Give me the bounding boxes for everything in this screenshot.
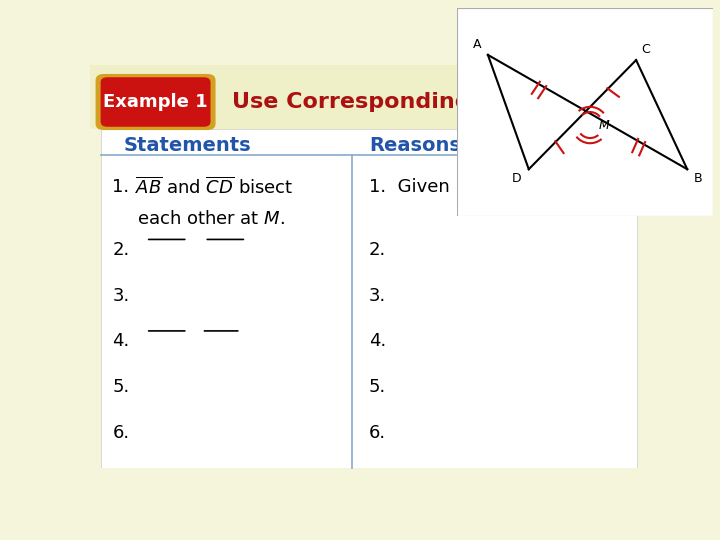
FancyBboxPatch shape	[457, 8, 713, 216]
Text: $\overline{AB}$ and $\overline{CD}$ bisect: $\overline{AB}$ and $\overline{CD}$ bise…	[135, 177, 293, 198]
Text: Use Corresponding Parts: Use Corresponding Parts	[233, 92, 544, 112]
FancyBboxPatch shape	[90, 468, 648, 481]
Text: each other at $\mathit{M}.$: each other at $\mathit{M}.$	[138, 210, 285, 228]
Text: 5.: 5.	[112, 378, 130, 396]
Text: 6.: 6.	[112, 424, 130, 442]
Text: 4.: 4.	[112, 332, 130, 350]
Text: 3.: 3.	[369, 287, 386, 305]
Text: M: M	[599, 119, 610, 132]
FancyBboxPatch shape	[90, 65, 648, 129]
Text: Statements: Statements	[124, 137, 251, 156]
Text: 1.: 1.	[112, 178, 130, 197]
Text: D: D	[511, 172, 521, 185]
Text: B: B	[693, 172, 702, 185]
Text: 1.  Given: 1. Given	[369, 178, 450, 197]
Text: 2.: 2.	[369, 241, 386, 259]
FancyBboxPatch shape	[101, 129, 637, 468]
Text: 3.: 3.	[112, 287, 130, 305]
Text: 5.: 5.	[369, 378, 386, 396]
Text: 2.: 2.	[112, 241, 130, 259]
FancyBboxPatch shape	[96, 74, 215, 130]
Text: Reasons: Reasons	[369, 137, 461, 156]
Text: 4.: 4.	[369, 332, 386, 350]
Text: A: A	[473, 38, 482, 51]
Text: 6.: 6.	[369, 424, 386, 442]
Text: C: C	[642, 43, 650, 56]
Text: Example 1: Example 1	[103, 93, 207, 111]
FancyBboxPatch shape	[101, 77, 210, 127]
